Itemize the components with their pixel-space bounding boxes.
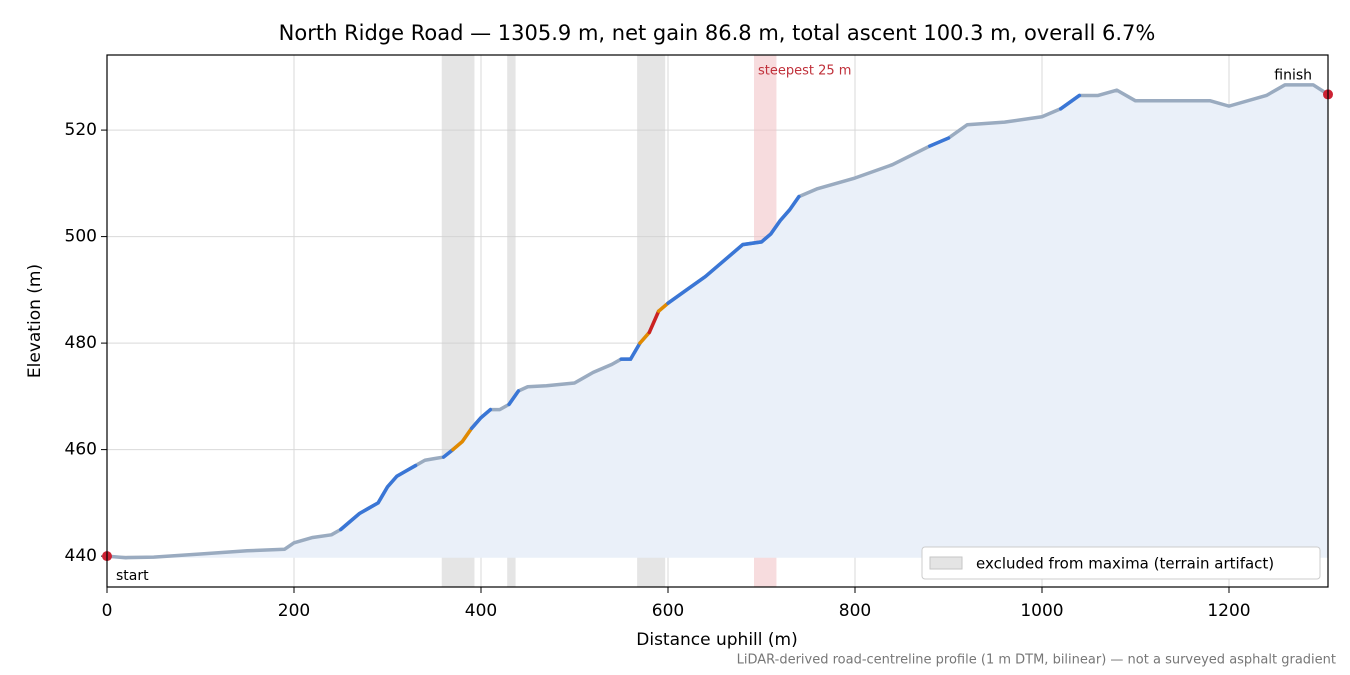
y-tick-label: 500 — [65, 227, 97, 247]
y-tick-label: 520 — [65, 120, 97, 140]
y-tick-label: 480 — [65, 333, 97, 353]
grade-segment — [619, 341, 642, 361]
start-label: start — [116, 568, 149, 584]
grade-segment — [469, 407, 493, 431]
x-axis-label: Distance uphill (m) — [636, 630, 797, 650]
x-tick-label: 200 — [278, 601, 310, 621]
grade-segment — [666, 194, 801, 305]
footnote: LiDAR-derived road-centreline profile (1… — [737, 653, 1336, 668]
steepest-label: steepest 25 m — [758, 64, 851, 79]
grade-segment — [507, 389, 521, 407]
grade-segment — [441, 447, 455, 459]
y-axis-label: Elevation (m) — [25, 264, 45, 378]
legend-label: excluded from maxima (terrain artifact) — [976, 555, 1274, 573]
y-tick-label: 460 — [65, 440, 97, 460]
legend-box — [921, 546, 1321, 580]
chart-title: North Ridge Road — 1305.9 m, net gain 86… — [279, 21, 1156, 45]
grade-segment — [1058, 93, 1082, 111]
x-tick-label: 800 — [839, 601, 871, 621]
grade-segment — [638, 330, 652, 345]
x-tick-label: 600 — [652, 601, 684, 621]
grade-segment — [451, 426, 474, 452]
legend-swatch — [929, 556, 963, 570]
grade-segment — [647, 309, 661, 335]
x-tick-label: 0 — [102, 601, 113, 621]
y-tick-label: 440 — [65, 546, 97, 566]
excluded-band — [507, 55, 516, 587]
plot-frame — [106, 54, 1329, 588]
x-tick-label: 1000 — [1020, 601, 1063, 621]
grade-segment — [338, 463, 418, 532]
grade-segment — [928, 136, 951, 148]
x-tick-label: 400 — [465, 601, 497, 621]
x-tick-label: 1200 — [1207, 601, 1250, 621]
grade-segment — [656, 301, 670, 313]
finish-label: finish — [1274, 67, 1312, 83]
area — [107, 84, 1328, 558]
